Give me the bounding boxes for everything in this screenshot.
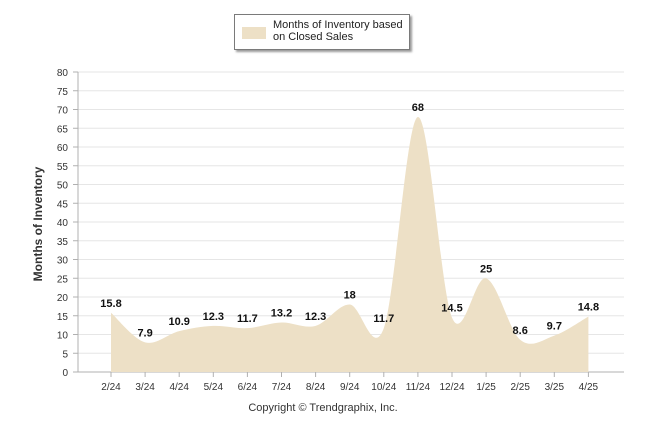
x-tick-label: 1/25 (476, 382, 496, 393)
x-tick-label: 2/24 (101, 382, 121, 393)
data-label: 14.8 (578, 302, 599, 314)
y-tick-label-75: 75 (57, 87, 69, 98)
y-tick-label-10: 10 (57, 331, 69, 342)
x-tick-label: 3/25 (545, 382, 565, 393)
x-tick-label: 12/24 (439, 382, 464, 393)
x-tick-label: 8/24 (306, 382, 326, 393)
data-label: 14.5 (441, 303, 462, 315)
y-tick-label-55: 55 (57, 162, 69, 173)
x-tick-label: 6/24 (238, 382, 258, 393)
x-tick-label: 7/24 (272, 382, 292, 393)
y-tick-label-45: 45 (57, 199, 69, 210)
area-series (111, 116, 589, 372)
legend: Months of Inventory based on Closed Sale… (234, 14, 410, 50)
y-tick-label-60: 60 (57, 143, 69, 154)
data-label: 11.7 (373, 313, 394, 325)
data-label: 9.7 (547, 321, 562, 333)
label-layer: 15.8 7.9 10.9 12.3 11.7 13.2 12.3 18 11.7 68 14.5 2… (100, 102, 599, 339)
data-label: 18 (344, 290, 356, 302)
data-label: 7.9 (137, 327, 152, 339)
y-tick-label-15: 15 (57, 312, 69, 323)
data-label: 15.8 (100, 298, 121, 310)
x-tick-label: 2/25 (510, 382, 530, 393)
y-tick-label-40: 40 (57, 218, 69, 229)
data-label: 12.3 (203, 311, 224, 323)
x-tick-label: 9/24 (340, 382, 360, 393)
data-label: 68 (412, 102, 424, 114)
y-tick-label-80: 80 (57, 68, 69, 79)
y-tick-label-5: 5 (62, 349, 68, 360)
y-tick-label-30: 30 (57, 256, 69, 267)
grid-layer (78, 71, 624, 373)
legend-label: Months of Inventory based on Closed Sale… (273, 19, 403, 43)
legend-swatch (242, 27, 266, 39)
x-tick-label: 4/25 (579, 382, 599, 393)
data-label: 10.9 (168, 316, 189, 328)
area-layer (111, 116, 589, 372)
copyright-text: Copyright © Trendgraphix, Inc. (248, 402, 398, 414)
axis-layer: 0 5 10 15 20 25 30 35 40 45 50 55 60 65 70 75 80 2/24 3/24… (57, 68, 599, 393)
y-tick-label-65: 65 (57, 124, 69, 135)
data-label: 13.2 (271, 308, 292, 320)
data-label: 8.6 (513, 325, 528, 337)
x-tick-label: 5/24 (204, 382, 224, 393)
x-tick-label: 11/24 (406, 382, 431, 393)
y-tick-label-20: 20 (57, 293, 69, 304)
y-axis-title: Months of Inventory (31, 166, 45, 282)
x-tick-label: 10/24 (371, 382, 396, 393)
y-tick-label-50: 50 (57, 181, 69, 192)
data-label: 12.3 (305, 311, 326, 323)
x-tick-label: 4/24 (169, 382, 189, 393)
data-label: 11.7 (237, 313, 258, 325)
y-tick-label-25: 25 (57, 274, 69, 285)
y-tick-label-70: 70 (57, 106, 69, 117)
data-label: 25 (480, 263, 492, 275)
y-tick-label-35: 35 (57, 237, 69, 248)
x-tick-label: 3/24 (135, 382, 155, 393)
y-tick-label-0: 0 (62, 368, 68, 379)
